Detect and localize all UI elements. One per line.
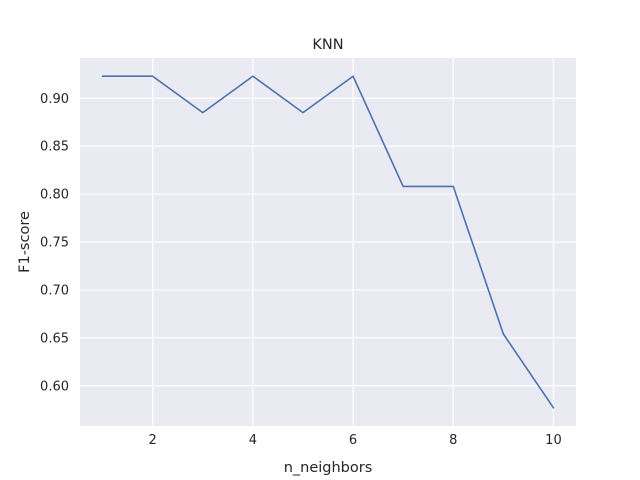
- y-tick-label: 0.85: [40, 140, 69, 155]
- y-axis-label: F1-score: [17, 211, 33, 273]
- x-axis-label: n_neighbors: [284, 460, 373, 476]
- y-tick-label: 0.60: [40, 379, 69, 394]
- x-tick-label: 6: [349, 433, 357, 448]
- y-tick-label: 0.65: [40, 331, 69, 346]
- y-tick-label: 0.90: [40, 92, 69, 107]
- x-tick-label: 10: [545, 433, 562, 448]
- y-tick-label: 0.75: [40, 236, 69, 251]
- series-line: [101, 75, 555, 409]
- x-tick-labels: 2 4 6 8 10: [149, 433, 562, 448]
- x-tick-label: 8: [449, 433, 457, 448]
- y-tick-label: 0.70: [40, 283, 69, 298]
- y-tick-label: 0.80: [40, 188, 69, 203]
- series-layer: [101, 75, 555, 409]
- y-gridlines: [80, 97, 576, 387]
- x-tick-label: 4: [249, 433, 257, 448]
- x-tick-label: 2: [149, 433, 157, 448]
- y-tick-labels: 0.60 0.65 0.70 0.75 0.80 0.85 0.90: [40, 92, 69, 395]
- chart-title: KNN: [312, 37, 343, 53]
